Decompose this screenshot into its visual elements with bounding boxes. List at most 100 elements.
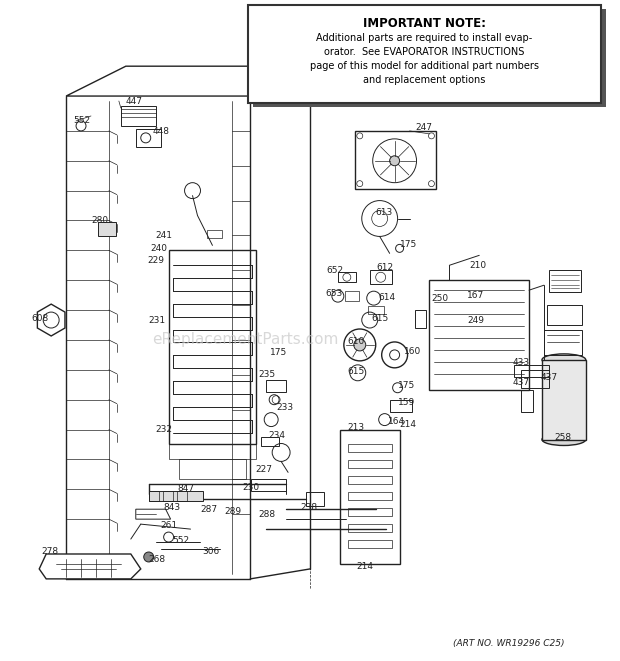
Ellipse shape bbox=[542, 434, 586, 446]
Bar bbox=[345, 292, 359, 301]
Text: 552: 552 bbox=[172, 535, 190, 545]
Ellipse shape bbox=[542, 354, 586, 366]
Bar bbox=[169, 444, 256, 459]
Text: 175: 175 bbox=[270, 348, 288, 358]
Text: 552: 552 bbox=[73, 116, 90, 126]
Polygon shape bbox=[66, 66, 310, 96]
Bar bbox=[179, 459, 246, 479]
Text: 615: 615 bbox=[348, 368, 365, 376]
Text: 268: 268 bbox=[149, 555, 166, 564]
Text: 229: 229 bbox=[148, 256, 165, 265]
Text: 608: 608 bbox=[31, 313, 48, 323]
Text: 652: 652 bbox=[326, 266, 343, 275]
Text: 227: 227 bbox=[255, 465, 272, 474]
Text: and replacement options: and replacement options bbox=[363, 75, 485, 85]
Bar bbox=[177, 491, 187, 501]
Text: 231: 231 bbox=[149, 315, 166, 325]
Bar bbox=[208, 231, 223, 239]
Bar bbox=[348, 492, 392, 500]
Bar bbox=[136, 129, 161, 147]
Bar bbox=[340, 430, 400, 564]
Text: 613: 613 bbox=[376, 208, 393, 217]
Bar bbox=[162, 491, 172, 501]
Bar bbox=[348, 524, 392, 532]
Text: 289: 289 bbox=[224, 507, 242, 516]
Text: 258: 258 bbox=[554, 433, 571, 442]
Bar bbox=[149, 491, 159, 501]
Text: 447: 447 bbox=[126, 97, 143, 106]
Bar bbox=[544, 330, 582, 355]
Text: 214: 214 bbox=[356, 563, 374, 572]
Bar bbox=[542, 360, 586, 440]
Text: 612: 612 bbox=[377, 263, 394, 272]
Text: 615: 615 bbox=[372, 313, 389, 323]
Text: Additional parts are required to install evap-: Additional parts are required to install… bbox=[316, 33, 533, 44]
Text: page of this model for additional part numbers: page of this model for additional part n… bbox=[310, 61, 539, 71]
Text: 287: 287 bbox=[200, 505, 218, 514]
Text: 214: 214 bbox=[400, 420, 417, 429]
Bar bbox=[389, 400, 412, 412]
Text: eReplacementParts.com: eReplacementParts.com bbox=[152, 332, 339, 348]
Text: 306: 306 bbox=[203, 547, 219, 555]
Text: 433: 433 bbox=[512, 358, 529, 368]
Polygon shape bbox=[136, 509, 170, 519]
Text: 653: 653 bbox=[325, 289, 342, 297]
Text: 278: 278 bbox=[41, 547, 58, 555]
Bar bbox=[547, 305, 582, 325]
Bar bbox=[348, 477, 392, 485]
Text: 233: 233 bbox=[276, 403, 293, 412]
Bar bbox=[348, 461, 392, 469]
FancyBboxPatch shape bbox=[253, 9, 606, 107]
Polygon shape bbox=[37, 304, 65, 336]
Bar bbox=[121, 106, 156, 126]
Bar bbox=[368, 306, 384, 314]
Bar bbox=[355, 131, 436, 188]
Text: 164: 164 bbox=[388, 417, 405, 426]
Text: 288: 288 bbox=[259, 510, 275, 519]
Text: 261: 261 bbox=[161, 521, 178, 529]
Text: 250: 250 bbox=[432, 293, 449, 303]
Text: 160: 160 bbox=[404, 348, 421, 356]
Bar bbox=[430, 280, 529, 390]
Text: 210: 210 bbox=[469, 261, 487, 270]
Text: 213: 213 bbox=[348, 423, 365, 432]
Bar bbox=[266, 380, 286, 392]
Bar bbox=[348, 444, 392, 452]
Text: 610: 610 bbox=[348, 338, 365, 346]
Text: 234: 234 bbox=[268, 431, 285, 440]
Polygon shape bbox=[39, 554, 141, 579]
Bar bbox=[251, 479, 286, 491]
Text: 238: 238 bbox=[300, 503, 317, 512]
Bar bbox=[549, 270, 581, 292]
Bar bbox=[149, 491, 203, 501]
Bar bbox=[98, 223, 116, 237]
Bar bbox=[169, 251, 256, 444]
Bar bbox=[348, 508, 392, 516]
Bar bbox=[306, 492, 324, 506]
Text: 437: 437 bbox=[541, 373, 558, 382]
Circle shape bbox=[354, 339, 366, 351]
Text: 235: 235 bbox=[259, 370, 275, 379]
Text: 448: 448 bbox=[153, 128, 170, 136]
Text: 843: 843 bbox=[164, 503, 181, 512]
Text: 249: 249 bbox=[467, 315, 484, 325]
Text: 280: 280 bbox=[91, 216, 108, 225]
Bar bbox=[521, 390, 533, 412]
Bar bbox=[514, 365, 549, 377]
Circle shape bbox=[144, 552, 154, 562]
Text: IMPORTANT NOTE:: IMPORTANT NOTE: bbox=[363, 17, 486, 30]
FancyBboxPatch shape bbox=[248, 5, 601, 103]
Bar bbox=[348, 540, 392, 548]
Bar bbox=[370, 270, 392, 284]
Text: 437: 437 bbox=[512, 378, 529, 387]
Text: 230: 230 bbox=[242, 483, 259, 492]
Text: 175: 175 bbox=[397, 381, 415, 390]
Text: 240: 240 bbox=[151, 244, 168, 253]
Bar bbox=[521, 369, 549, 388]
Text: 847: 847 bbox=[177, 484, 195, 493]
Text: 247: 247 bbox=[415, 124, 433, 132]
Text: 614: 614 bbox=[379, 293, 396, 301]
Text: 241: 241 bbox=[156, 231, 173, 240]
Bar bbox=[415, 310, 427, 328]
Text: 175: 175 bbox=[400, 240, 417, 249]
